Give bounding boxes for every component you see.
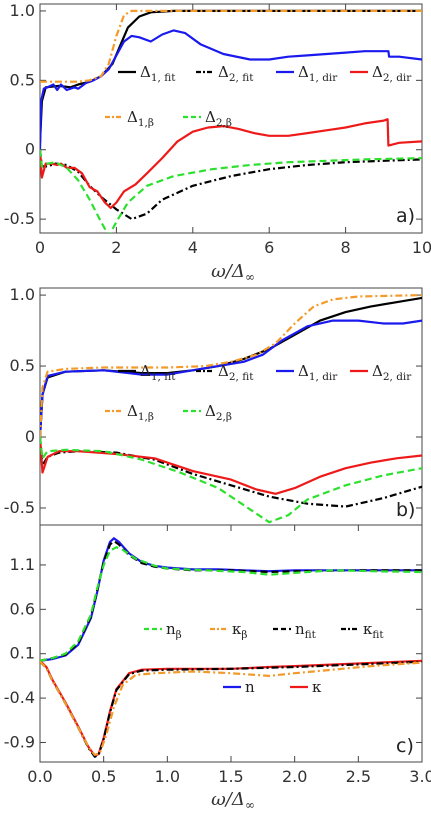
series-line-d2b — [40, 149, 422, 233]
series-line-d1b — [40, 294, 422, 438]
legend-label: Δ1,β — [127, 402, 154, 423]
legend-entry-kfit: κfit — [341, 620, 384, 641]
legend-label: Δ2, fit — [218, 63, 254, 84]
x-tick-label: 2.5 — [346, 767, 371, 786]
y-tick-label: -0.5 — [4, 209, 35, 228]
legend-label: κ — [312, 678, 322, 696]
series-line-d2b — [40, 436, 422, 524]
legend-label: Δ2, dir — [372, 362, 412, 383]
series-line-d1b — [40, 9, 422, 83]
legend-entry-d2fit: Δ2, fit — [196, 63, 254, 84]
legend-entry-d1b: Δ1,β — [105, 402, 154, 423]
panel-label: a) — [396, 205, 415, 227]
legend-entry-nb: nβ — [144, 620, 182, 641]
legend-label: Δ2, fit — [218, 362, 254, 383]
y-tick-label: -0.5 — [4, 498, 35, 517]
series-line-kfit — [40, 660, 422, 758]
x-tick-label: 10 — [412, 238, 431, 257]
legend-entry-n: n — [223, 678, 255, 696]
x-tick-label: 1.0 — [155, 767, 180, 786]
chart-panel-2: -0.5 0 0.5 1.0 Δ1, fit Δ2, fit Δ1, dir Δ2, dir Δ… — [4, 285, 423, 526]
legend-label: Δ1, dir — [298, 63, 338, 84]
plot-frame — [39, 524, 423, 763]
y-tick-label: 0.5 — [10, 356, 35, 375]
x-tick-label: 2 — [111, 238, 121, 257]
y-tick-label: -0.9 — [4, 732, 35, 751]
panel-label: b) — [396, 499, 415, 521]
series-line-d1dir — [40, 29, 422, 150]
legend-entry-d1fit: Δ1, fit — [118, 63, 176, 84]
x-axis-label-bottom: ω/Δ∞ — [211, 789, 255, 812]
legend-entry-d2b: Δ2,β — [183, 108, 232, 129]
y-tick-label: 0 — [25, 427, 35, 446]
legend-entry-k: κ — [290, 678, 322, 696]
legend-label: nβ — [166, 620, 182, 641]
series-line-n — [40, 537, 422, 662]
chart-panel-1: 0 2 4 6 8 10-0.500.51.0Δ1, fit Δ2, fit Δ1, dir Δ… — [4, 1, 431, 257]
series-line-nb — [40, 546, 422, 662]
series-line-nfit — [40, 539, 422, 662]
series-line-d2dir — [40, 436, 422, 495]
y-tick-label: 0.1 — [10, 644, 35, 663]
legend-label: Δ1,β — [127, 108, 154, 129]
legend-label: κfit — [363, 620, 384, 641]
y-tick-label: 0 — [25, 140, 35, 159]
legend-entry-d2fit: Δ2, fit — [196, 362, 254, 383]
panel-label: c) — [396, 735, 414, 757]
x-axis-label-top: ω/Δ∞ — [211, 261, 255, 284]
x-tick-label: 3.0 — [409, 767, 431, 786]
x-tick-label: 4 — [188, 238, 198, 257]
legend-entry-d2b: Δ2,β — [183, 402, 232, 423]
legend-label: κβ — [232, 620, 247, 641]
legend-entry-d1dir: Δ1, dir — [276, 63, 338, 84]
x-tick-label: 8 — [341, 238, 351, 257]
y-tick-label: 0.6 — [10, 599, 35, 618]
legend-label: Δ1, fit — [140, 63, 176, 84]
series-line-d2dir — [40, 118, 422, 210]
legend-label: nfit — [295, 620, 317, 641]
x-tick-label: 0 — [35, 238, 45, 257]
legend-label: Δ2,β — [205, 108, 232, 129]
x-tick-label: 0.5 — [91, 767, 116, 786]
y-tick-label: 1.0 — [10, 285, 35, 304]
series-line-k — [40, 659, 422, 757]
legend-entry-d1b: Δ1,β — [105, 108, 154, 129]
legend-label: n — [245, 678, 255, 696]
legend-label: Δ2, dir — [372, 63, 412, 84]
plot-frame — [39, 287, 423, 526]
x-tick-label: 2.0 — [282, 767, 307, 786]
series-line-kb — [40, 660, 422, 756]
legend-entry-nfit: nfit — [273, 620, 317, 641]
legend-entry-d2dir: Δ2, dir — [350, 362, 412, 383]
legend-entry-d2dir: Δ2, dir — [350, 63, 412, 84]
chart-panel-3: 0.0 0.5 1.0 1.5 2.0 2.5 3.0 -0.9 -0.4 0.1 0.6 1.1 nβ… — [4, 524, 431, 786]
legend-label: Δ1, fit — [140, 362, 176, 383]
x-tick-label: 6 — [264, 238, 274, 257]
legend-label: Δ1, dir — [298, 362, 338, 383]
y-tick-label: 1.1 — [10, 555, 35, 574]
series-line-d1dir — [40, 319, 422, 438]
y-tick-label: 0.5 — [10, 70, 35, 89]
x-tick-label: 1.5 — [218, 767, 243, 786]
legend-entry-d1fit: Δ1, fit — [118, 362, 176, 383]
legend-entry-d1dir: Δ1, dir — [276, 362, 338, 383]
legend-label: Δ2,β — [205, 402, 232, 423]
y-tick-label: -0.4 — [4, 688, 35, 707]
x-tick-label: 0.0 — [27, 767, 52, 786]
y-tick-label: 1.0 — [10, 1, 35, 20]
legend-entry-kb: κβ — [210, 620, 247, 641]
